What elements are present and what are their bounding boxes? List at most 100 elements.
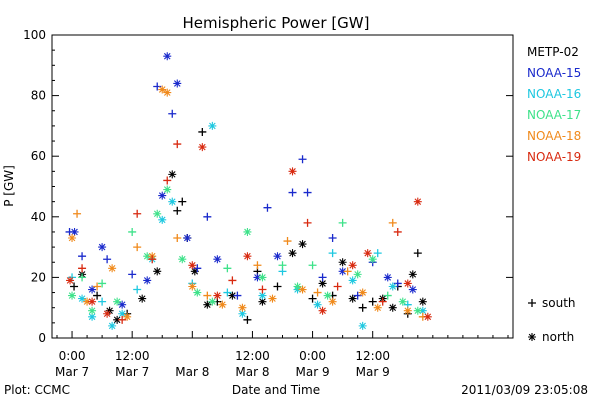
data-point-south: [148, 255, 157, 264]
data-point-north: [178, 255, 187, 264]
data-point-south: [368, 297, 377, 306]
data-point-south: [278, 261, 287, 270]
data-point-north: [163, 185, 172, 194]
data-point-south: [133, 285, 142, 294]
data-point-south: [388, 218, 397, 227]
legend-entry: NOAA-18: [527, 129, 581, 143]
x-tick-time-label: 12:00: [115, 349, 150, 363]
data-point-north: [298, 285, 307, 294]
data-point-north: [358, 321, 367, 330]
data-point-north: [353, 270, 362, 279]
data-point-south: [383, 291, 392, 300]
symbol-legend-label: south: [542, 296, 576, 310]
data-point-south: [93, 282, 102, 291]
data-point-south: [373, 249, 382, 258]
x-tick-date-label: Mar 8: [235, 365, 269, 379]
x-tick-date-label: Mar 9: [296, 365, 330, 379]
y-tick-label: 60: [31, 149, 46, 163]
data-point-north: [403, 306, 412, 315]
data-point-south: [308, 294, 317, 303]
data-point-north: [268, 294, 277, 303]
data-point-north: [118, 309, 127, 318]
data-points: [65, 52, 432, 330]
series-noaa-15: [65, 52, 417, 309]
data-point-south: [328, 234, 337, 243]
data-point-south: [298, 155, 307, 164]
x-axis: 0:00 Mar 7 12:00 Mar 7 Mar 8 12:00 Mar 8 0:00 Ma…: [55, 331, 509, 379]
x-tick-date-label: Mar 7: [115, 365, 149, 379]
data-point-north: [108, 321, 117, 330]
data-point-north: [123, 312, 132, 321]
data-point-south: [283, 237, 292, 246]
data-point-south: [118, 315, 127, 324]
data-point-south: [313, 288, 322, 297]
data-point-north: [388, 303, 397, 312]
data-point-north: [293, 282, 302, 291]
series-metp-02: [70, 127, 427, 324]
data-point-north: [298, 240, 307, 249]
data-point-north: [383, 273, 392, 282]
data-point-south: [413, 249, 422, 258]
data-point-south: [273, 282, 282, 291]
data-point-south: [168, 109, 177, 118]
data-point-north: [163, 52, 172, 61]
data-point-north: [288, 167, 297, 176]
data-point-north: [403, 279, 412, 288]
data-point-south: [243, 315, 252, 324]
data-point-south: [343, 267, 352, 276]
data-point-south: [78, 252, 87, 261]
data-point-north: [318, 306, 327, 315]
data-point-south: [393, 227, 402, 236]
legend-star-icon: [528, 333, 536, 341]
y-tick-label: 20: [31, 270, 46, 284]
y-axis: 0 20 40 60 80 100: [23, 28, 513, 345]
data-point-north: [138, 294, 147, 303]
data-point-south: [303, 218, 312, 227]
data-point-north: [258, 273, 267, 282]
data-point-north: [163, 88, 172, 97]
data-point-south: [98, 279, 107, 288]
y-tick-label: 100: [23, 28, 46, 42]
data-point-south: [333, 282, 342, 291]
data-point-south: [223, 288, 232, 297]
data-point-south: [328, 249, 337, 258]
data-point-south: [288, 188, 297, 197]
data-point-north: [88, 297, 97, 306]
y-tick-label: 0: [38, 331, 46, 345]
data-point-south: [378, 297, 387, 306]
series-noaa-17: [68, 185, 422, 315]
data-point-south: [173, 234, 182, 243]
data-point-south: [228, 276, 237, 285]
data-point-north: [273, 252, 282, 261]
footer-plot-credit: Plot: CCMC: [4, 383, 70, 397]
data-point-north: [168, 197, 177, 206]
data-point-north: [243, 227, 252, 236]
data-point-north: [83, 297, 92, 306]
data-point-north: [113, 315, 122, 324]
y-tick-label: 40: [31, 210, 46, 224]
data-point-north: [113, 297, 122, 306]
data-point-north: [173, 79, 182, 88]
data-point-south: [133, 209, 142, 218]
data-point-south: [223, 264, 232, 273]
data-point-north: [418, 306, 427, 315]
data-point-north: [318, 279, 327, 288]
data-point-north: [213, 255, 222, 264]
series-noaa-19: [66, 140, 432, 324]
legend-entry: NOAA-16: [527, 87, 581, 101]
data-point-north: [228, 291, 237, 300]
symbol-legend: south north: [528, 296, 576, 344]
data-point-north: [88, 312, 97, 321]
data-point-south: [203, 212, 212, 221]
data-point-south: [128, 270, 137, 279]
y-axis-label: P [GW]: [2, 165, 16, 207]
data-point-south: [70, 282, 79, 291]
data-point-south: [198, 127, 207, 136]
data-point-south: [78, 273, 87, 282]
data-point-south: [73, 209, 82, 218]
data-point-north: [408, 285, 417, 294]
chart-title: Hemispheric Power [GW]: [183, 14, 370, 32]
data-point-north: [98, 243, 107, 252]
data-point-north: [70, 227, 79, 236]
data-point-north: [68, 234, 77, 243]
